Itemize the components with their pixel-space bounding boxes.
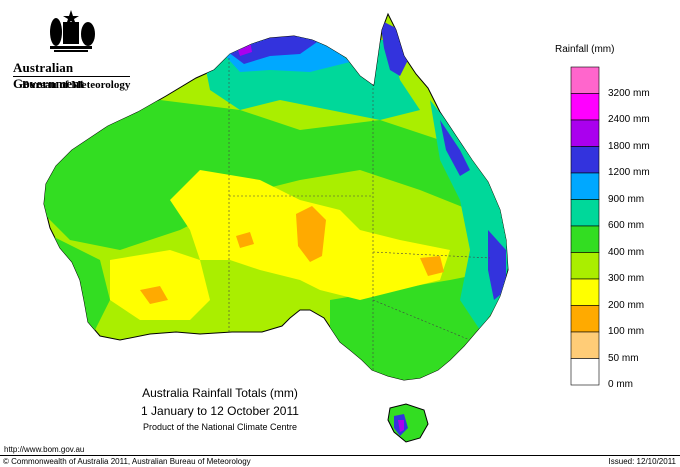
legend-swatch [570, 199, 600, 227]
legend-label: 300 mm [608, 273, 645, 284]
legend-label: 900 mm [608, 193, 645, 205]
legend-label: 1200 mm [608, 167, 650, 178]
legend-colorbar [570, 66, 600, 386]
issued-date: Issued: 12/10/2011 [608, 457, 676, 466]
legend-swatch [570, 119, 600, 147]
rain-zone-200-wa [140, 286, 168, 304]
bureau-title: Bureau of Meteorology [22, 79, 131, 91]
rain-zone-200-nt [236, 232, 254, 248]
rain-zone-200-central [296, 206, 326, 262]
map-title: Australia Rainfall Totals (mm) [142, 386, 298, 400]
legend-label: 400 mm [608, 246, 645, 258]
legend-swatch [570, 66, 600, 94]
legend-title: Rainfall (mm) [555, 44, 615, 55]
footer-divider [0, 455, 680, 456]
legend-label: 100 mm [608, 326, 645, 337]
legend-swatch [570, 331, 600, 359]
legend-label: 3200 mm [608, 87, 650, 99]
legend-swatch [570, 358, 600, 386]
coat-of-arms-icon [50, 10, 95, 52]
legend-swatch [570, 146, 600, 174]
legend-swatch [570, 225, 600, 253]
government-crest [6, 8, 136, 58]
legend-label: 600 mm [608, 220, 645, 231]
legend-swatch [570, 93, 600, 121]
rain-zone-400-northwest [44, 100, 508, 260]
legend-swatch [570, 278, 600, 306]
map-date-range: 1 January to 12 October 2011 [141, 404, 299, 418]
copyright-text: © Commonwealth of Australia 2011, Austra… [3, 457, 251, 466]
rain-zone-1200-se-coast [488, 230, 506, 300]
map-subtitle: Product of the National Climate Centre [142, 422, 298, 432]
legend-label: 200 mm [608, 299, 645, 311]
tasmania-2400 [398, 420, 404, 432]
legend-swatch [570, 305, 600, 333]
legend-label: 0 mm [608, 379, 633, 390]
government-title: Australian Government [13, 60, 85, 91]
legend-label: 50 mm [608, 352, 639, 364]
legend-label: 2400 mm [608, 114, 650, 125]
legend-label: 1800 mm [608, 140, 650, 152]
legend-swatch [570, 172, 600, 200]
rain-zone-200-east [420, 256, 444, 276]
state-borders [228, 58, 491, 370]
legend-swatch [570, 252, 600, 280]
rain-zone-1200-east-coast [440, 120, 470, 176]
header-divider [13, 76, 130, 77]
bom-url[interactable]: http://www.bom.gov.au [4, 445, 85, 454]
rain-zone-300-wa [110, 250, 210, 320]
